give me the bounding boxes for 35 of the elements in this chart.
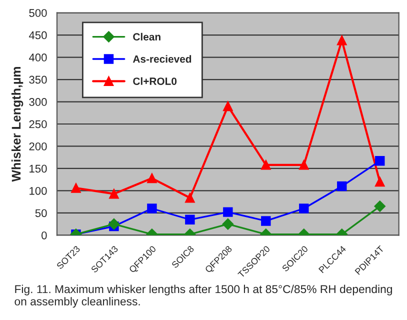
- point: [147, 204, 157, 214]
- point: [374, 200, 386, 212]
- point: [337, 36, 347, 46]
- y-tick-label: 50: [35, 209, 47, 218]
- y-tick-label: 450: [28, 31, 47, 40]
- point: [299, 204, 309, 214]
- point: [261, 160, 271, 170]
- point: [223, 101, 233, 112]
- point: [71, 183, 81, 193]
- y-tick-label: 500: [29, 9, 47, 17]
- y-tick-label: 250: [29, 120, 47, 128]
- y-tick-label: 100: [30, 186, 47, 195]
- point: [337, 181, 347, 192]
- point: [185, 214, 195, 224]
- point: [299, 160, 309, 170]
- y-tick-label: 0: [42, 231, 47, 240]
- legend-label: Cl+ROL0: [133, 77, 177, 85]
- caption: Fig. 11. Maximum whisker lengths after 1500 h at 85°C/85% RH depending on assembly cleanliness.: [14, 284, 392, 308]
- y-tick-label: 300: [29, 98, 47, 106]
- legend-label: Clean: [133, 32, 160, 41]
- y-tick-label: 350: [29, 76, 47, 84]
- point: [261, 216, 271, 226]
- y-tick-label: 150: [30, 164, 47, 173]
- legend-label: As-recieved: [132, 55, 192, 63]
- point: [147, 173, 157, 184]
- point: [185, 192, 195, 203]
- y-axis-title: Whisker Length,µm: [11, 67, 24, 182]
- point: [222, 218, 234, 230]
- point: [375, 156, 385, 166]
- point: [108, 218, 120, 230]
- point: [109, 188, 119, 199]
- point: [375, 176, 385, 187]
- y-tick-label: 400: [28, 54, 47, 62]
- y-tick-label: 200: [29, 142, 47, 150]
- point: [223, 207, 233, 217]
